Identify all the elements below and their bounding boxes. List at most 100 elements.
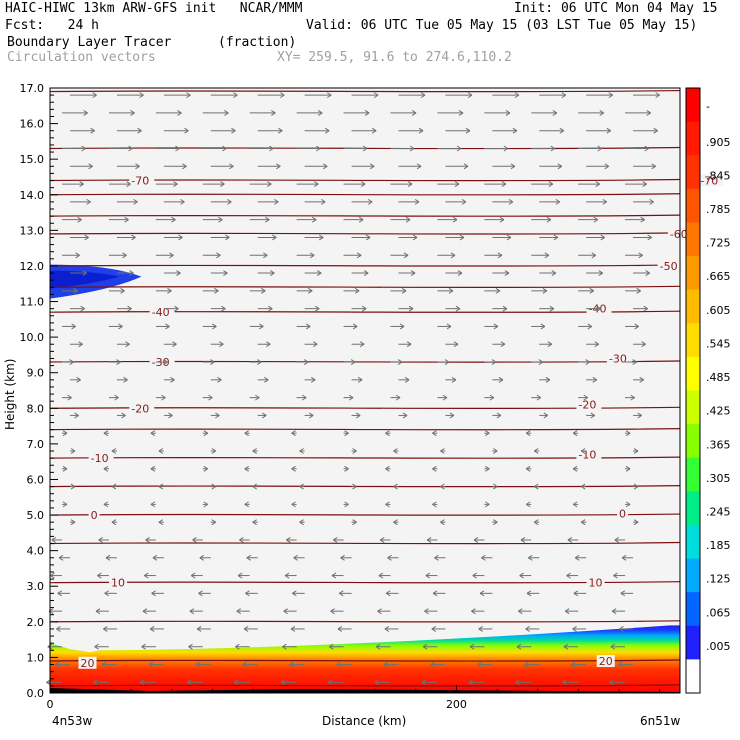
vector-arrowhead	[399, 323, 405, 330]
vector-arrowhead	[485, 501, 490, 508]
vector-arrowhead	[506, 234, 512, 241]
vector-arrowhead	[385, 590, 391, 597]
vector-arrowhead	[252, 448, 257, 454]
vector-arrowhead	[645, 270, 650, 276]
x-tick-label: 0	[47, 698, 54, 711]
vector-arrowhead	[331, 572, 337, 579]
vector-arrowhead	[393, 448, 398, 454]
circulation-vectors	[46, 92, 660, 686]
contour-label-bg	[606, 352, 632, 365]
vector-arrowhead	[432, 590, 438, 597]
vector-arrowhead	[239, 537, 244, 543]
vector-arrowhead	[555, 198, 561, 205]
vector-arrowhead	[139, 679, 145, 686]
vector-arrowhead	[597, 145, 603, 152]
vector-arrowhead	[352, 519, 357, 526]
vector-arrowhead	[377, 608, 382, 615]
vector-arrowhead	[171, 216, 176, 223]
vector-arrowhead	[111, 483, 117, 490]
tracer-boundary-layer	[50, 625, 680, 693]
vector-arrowhead	[111, 448, 117, 454]
vector-arrowhead	[430, 661, 435, 668]
vector-arrowhead	[73, 287, 78, 294]
vector-arrowhead	[320, 198, 326, 205]
vector-arrowhead	[409, 145, 415, 152]
contour-label-bg	[129, 174, 155, 187]
contour-label: -10	[91, 452, 109, 465]
vector-arrowhead	[549, 305, 555, 312]
y-tick-label: 15.0	[20, 153, 45, 166]
vector-arrowhead	[412, 234, 418, 241]
vector-arrowhead	[299, 483, 304, 490]
vector-arrowhead	[387, 554, 392, 561]
temperature-contour-line	[49, 428, 681, 431]
vector-arrowhead	[359, 341, 365, 348]
vector-arrowhead	[416, 163, 422, 170]
vector-arrowhead	[280, 679, 286, 686]
vector-arrowhead	[524, 661, 529, 668]
vector-arrowhead	[271, 109, 276, 116]
vector-arrowhead	[491, 359, 497, 365]
vector-arrowhead	[344, 465, 349, 472]
vector-arrowhead	[219, 341, 224, 348]
vector-arrowhead	[178, 234, 183, 241]
vector-arrowhead	[50, 572, 55, 579]
vector-arrowhead	[442, 394, 448, 401]
vector-arrowhead	[369, 163, 375, 170]
vector-arrowhead	[217, 376, 222, 383]
vector-arrowhead	[448, 287, 454, 294]
vector-arrowhead	[449, 412, 455, 419]
vector-arrowhead	[505, 109, 511, 116]
vector-arrowhead	[544, 252, 550, 259]
vector-arrowhead	[572, 430, 578, 437]
vector-arrowhead	[371, 127, 377, 134]
vector-arrowhead	[269, 145, 274, 152]
x-right-endpoint: 6n51w	[640, 714, 681, 728]
vector-arrowhead	[383, 661, 388, 668]
vector-arrowhead	[212, 323, 217, 330]
colorbar-swatch	[686, 289, 700, 324]
colorbar-label: .785	[706, 203, 731, 216]
vector-arrowhead	[397, 359, 403, 365]
vector-arrowhead	[84, 234, 89, 241]
vector-arrowhead	[95, 608, 101, 615]
vector-arrowhead	[340, 554, 345, 561]
vector-arrowhead	[188, 643, 193, 650]
vector-arrowhead	[57, 590, 62, 597]
vector-arrowhead	[570, 661, 576, 668]
vector-arrowhead	[307, 287, 313, 294]
vector-arrowhead	[405, 216, 411, 223]
vector-arrowhead	[93, 679, 98, 686]
field-name: Boundary Layer Tracer	[7, 35, 172, 50]
vector-arrowhead	[175, 145, 180, 152]
vector-arrowhead	[545, 376, 551, 383]
y-tick-label: 5.0	[27, 509, 45, 522]
vector-arrowhead	[69, 359, 74, 365]
vector-arrowhead	[497, 252, 503, 259]
vector-arrowhead	[640, 216, 645, 223]
vector-arrowhead	[469, 643, 475, 650]
colorbar-swatch	[686, 390, 700, 425]
contour-label: -40	[152, 306, 170, 319]
temperature-contour-line	[49, 89, 681, 93]
vector-arrowhead	[373, 92, 379, 99]
model-title: HAIC-HIWC 13km ARW-GFS init NCAR/MMM	[5, 1, 303, 16]
vector-arrowhead	[211, 483, 217, 490]
vector-arrowhead	[244, 501, 249, 508]
colorbar-label: .305	[706, 472, 731, 485]
vector-arrowhead	[116, 359, 121, 365]
vector-arrowhead	[326, 92, 332, 99]
vector-arrowhead	[525, 501, 531, 508]
colorbar-label: .725	[706, 237, 731, 250]
y-tick-label: 6.0	[27, 473, 45, 486]
vector-arrowhead	[440, 483, 445, 490]
colorbar-swatch	[686, 222, 700, 257]
vector-arrowhead	[145, 537, 150, 543]
vector-arrowhead	[123, 376, 128, 383]
colorbar-swatch	[686, 659, 700, 694]
vector-arrowhead	[163, 359, 168, 365]
vector-arrowhead	[589, 287, 595, 294]
overlay-name: Circulation vectors	[7, 50, 156, 65]
colorbar-swatch	[686, 188, 700, 223]
vector-arrowhead	[590, 412, 596, 419]
